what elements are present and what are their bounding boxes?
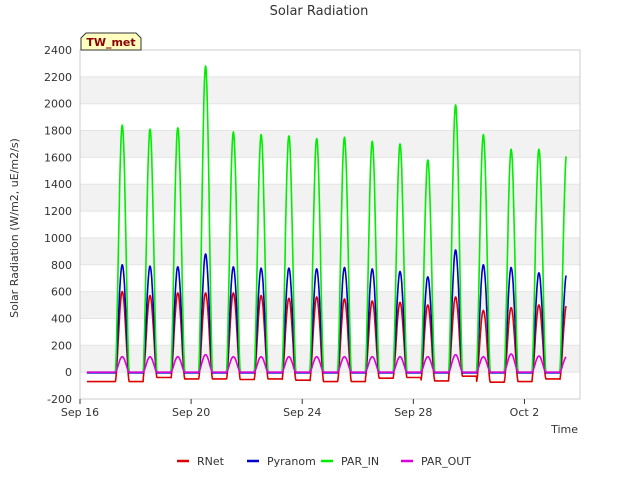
series-line-par-out — [86, 353, 567, 373]
grid-band — [80, 345, 580, 373]
y-tick-label: 2200 — [44, 71, 72, 84]
x-tick-label: Sep 20 — [172, 406, 210, 419]
y-tick-label: 200 — [51, 339, 72, 352]
plot-frame — [79, 49, 581, 400]
y-tick-label: 1800 — [44, 125, 72, 138]
x-axis-ticks: Sep 16 Sep 20 Sep 24 Sep 28 Oct 2 — [61, 399, 539, 419]
y-tick-label: 2000 — [44, 98, 72, 111]
grid-bands — [80, 49, 580, 400]
grid-band — [80, 130, 580, 158]
x-tick-label: Oct 2 — [510, 406, 540, 419]
y-tick-label: 1200 — [44, 205, 72, 218]
x-tick-label: Sep 28 — [394, 406, 432, 419]
station-badge-text: TW_met — [86, 36, 135, 49]
grid-band — [80, 291, 580, 319]
series-line-par-in — [86, 65, 567, 373]
chart-title: Solar Radiation — [270, 4, 369, 19]
y-tick-label: 800 — [51, 259, 72, 272]
x-tick-label: Sep 24 — [283, 406, 321, 419]
grid-band — [80, 76, 580, 104]
legend-label-rnet: RNet — [197, 455, 225, 468]
y-tick-label: 1400 — [44, 178, 72, 191]
legend: RNet Pyranom PAR_IN PAR_OUT — [177, 455, 471, 468]
legend-label-pyranom: Pyranom — [267, 455, 316, 468]
station-badge-box — [80, 32, 142, 51]
y-axis-ticks: -200 0 200 400 600 800 1000 1200 1400 1600 1800 200… — [44, 44, 72, 406]
y-axis-label: Solar Radiation (W/m2, uE/m2/s) — [8, 138, 21, 318]
y-tick-label: 2400 — [44, 44, 72, 57]
series-group — [86, 65, 567, 383]
y-tick-label: 1600 — [44, 151, 72, 164]
x-tick-label: Sep 16 — [61, 406, 99, 419]
grid-band — [80, 184, 580, 212]
y-tick-label: 400 — [51, 312, 72, 325]
series-line-rnet — [86, 290, 567, 383]
legend-label-par-out: PAR_OUT — [421, 455, 471, 468]
y-tick-label: 1000 — [44, 232, 72, 245]
y-tick-label: 0 — [65, 366, 72, 379]
y-tick-label: 600 — [51, 286, 72, 299]
station-badge: TW_met — [80, 32, 142, 51]
y-tick-label: -200 — [47, 393, 72, 406]
legend-label-par-in: PAR_IN — [341, 455, 379, 468]
x-axis-label: Time — [550, 423, 578, 436]
grid-band — [80, 237, 580, 265]
